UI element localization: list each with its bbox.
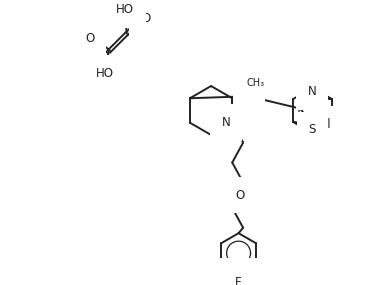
Text: N: N <box>308 86 316 98</box>
Text: Cl: Cl <box>319 118 331 131</box>
Text: CH₃: CH₃ <box>246 78 264 87</box>
Text: O: O <box>141 12 151 25</box>
Text: S: S <box>308 123 316 137</box>
Text: N: N <box>221 116 230 129</box>
Text: N: N <box>244 86 253 99</box>
Text: HO: HO <box>96 67 114 80</box>
Text: HO: HO <box>116 3 134 17</box>
Text: O: O <box>236 189 245 202</box>
Text: F: F <box>235 276 242 285</box>
Text: O: O <box>85 32 94 44</box>
